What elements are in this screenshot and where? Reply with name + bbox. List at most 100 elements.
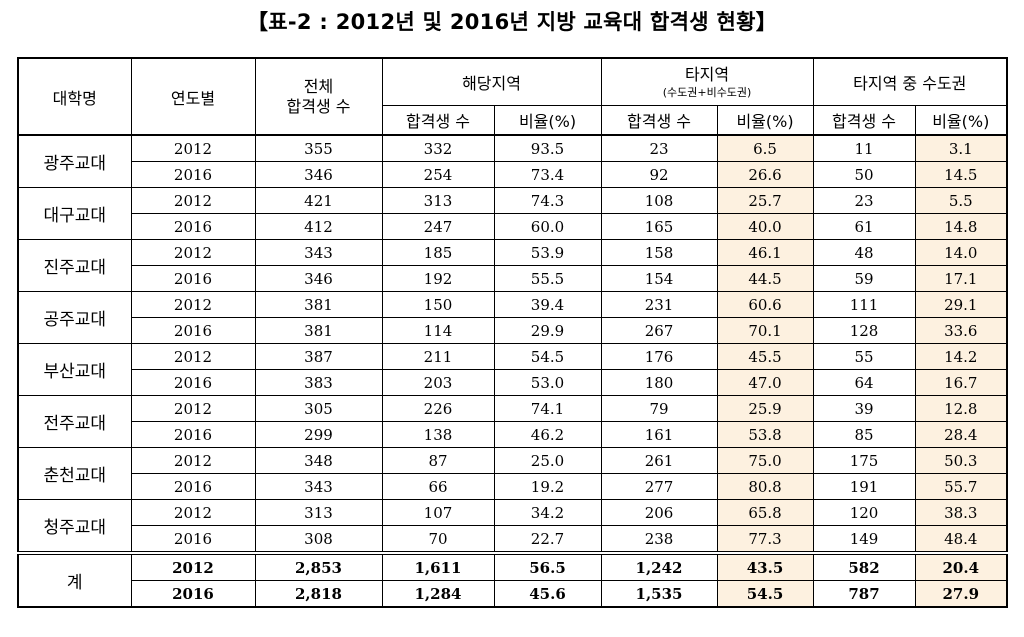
local-count-cell: 185 — [381, 239, 495, 266]
other-ratio-cell: 70.1 — [716, 317, 814, 344]
local-ratio-cell: 55.5 — [493, 265, 602, 292]
table-row: 대구교대 2012 421 313 74.3 108 25.7 23 5.5 — [17, 187, 1008, 240]
local-count-cell: 66 — [381, 473, 495, 500]
total-cell: 346 — [254, 265, 383, 292]
header-other-ratio: 비율(%) — [716, 105, 814, 136]
header-local-ratio: 비율(%) — [493, 105, 602, 136]
year-cell: 2012 — [130, 291, 256, 318]
capital-count-cell: 582 — [812, 551, 916, 581]
local-count-cell: 332 — [381, 134, 495, 162]
year-cell: 2012 — [130, 395, 256, 422]
year-cell: 2012 — [130, 239, 256, 266]
table-row: 2016 346 254 73.4 92 26.6 50 14.5 — [18, 161, 1008, 188]
year-cell: 2016 — [130, 317, 256, 344]
other-ratio-cell: 45.5 — [716, 343, 814, 370]
other-ratio-cell: 80.8 — [716, 473, 814, 500]
table-row: 2016 383 203 53.0 180 47.0 64 16.7 — [18, 369, 1008, 396]
other-count-cell: 231 — [600, 291, 718, 318]
local-ratio-cell: 74.1 — [493, 395, 602, 422]
capital-ratio-cell: 3.1 — [914, 134, 1008, 162]
header-local-count: 합격생 수 — [381, 105, 495, 136]
local-count-cell: 87 — [381, 447, 495, 474]
university-name: 전주교대 — [17, 395, 132, 448]
local-ratio-cell: 56.5 — [493, 551, 602, 581]
local-ratio-cell: 54.5 — [493, 343, 602, 370]
local-count-cell: 226 — [381, 395, 495, 422]
local-ratio-cell: 46.2 — [493, 421, 602, 448]
total-cell: 412 — [254, 213, 383, 240]
capital-count-cell: 50 — [812, 161, 916, 188]
table-row: 2016 381 114 29.9 267 70.1 128 33.6 — [18, 317, 1008, 344]
capital-ratio-cell: 14.8 — [914, 213, 1008, 240]
total-cell: 2,853 — [254, 551, 383, 581]
year-cell: 2012 — [130, 499, 256, 526]
capital-count-cell: 111 — [812, 291, 916, 318]
capital-count-cell: 120 — [812, 499, 916, 526]
local-ratio-cell: 60.0 — [493, 213, 602, 240]
other-count-cell: 1,535 — [600, 580, 718, 608]
other-ratio-cell: 75.0 — [716, 447, 814, 474]
other-count-cell: 238 — [600, 525, 718, 554]
table-row: 공주교대 2012 381 150 39.4 231 60.6 111 29.1 — [17, 291, 1008, 344]
local-ratio-cell: 25.0 — [493, 447, 602, 474]
local-ratio-cell: 39.4 — [493, 291, 602, 318]
total-cell: 348 — [254, 447, 383, 474]
header-other-sub: (수도권+비수도권) — [662, 86, 752, 99]
total-cell: 313 — [254, 499, 383, 526]
other-count-cell: 206 — [600, 499, 718, 526]
other-ratio-cell: 6.5 — [716, 134, 814, 162]
other-ratio-cell: 60.6 — [716, 291, 814, 318]
capital-ratio-cell: 14.2 — [914, 343, 1008, 370]
header-row-top: 대학명 연도별 전체 합격생 수 해당지역 타지역 (수도권+비수도권) 타지역… — [17, 57, 1008, 136]
other-count-cell: 161 — [600, 421, 718, 448]
local-count-cell: 192 — [381, 265, 495, 292]
other-ratio-cell: 43.5 — [716, 551, 814, 581]
other-ratio-cell: 25.9 — [716, 395, 814, 422]
table-row: 2016 343 66 19.2 277 80.8 191 55.7 — [18, 473, 1008, 500]
capital-ratio-cell: 14.0 — [914, 239, 1008, 266]
capital-ratio-cell: 20.4 — [914, 551, 1008, 581]
total-cell: 343 — [254, 473, 383, 500]
university-name: 부산교대 — [17, 343, 132, 396]
other-count-cell: 165 — [600, 213, 718, 240]
table-row: 2016 412 247 60.0 165 40.0 61 14.8 — [18, 213, 1008, 240]
other-count-cell: 267 — [600, 317, 718, 344]
year-cell: 2012 — [130, 343, 256, 370]
capital-count-cell: 59 — [812, 265, 916, 292]
year-cell: 2016 — [130, 525, 256, 554]
other-count-cell: 92 — [600, 161, 718, 188]
other-ratio-cell: 25.7 — [716, 187, 814, 214]
total-cell: 355 — [254, 134, 383, 162]
local-count-cell: 254 — [381, 161, 495, 188]
university-name: 청주교대 — [17, 499, 132, 554]
header-row-bottom: 합격생 수 비율(%) 합격생 수 비율(%) 합격생 수 비율(%) — [18, 105, 1008, 136]
year-cell: 2016 — [130, 265, 256, 292]
other-count-cell: 180 — [600, 369, 718, 396]
capital-count-cell: 64 — [812, 369, 916, 396]
capital-ratio-cell: 27.9 — [914, 580, 1008, 608]
header-other: 타지역 (수도권+비수도권) — [600, 57, 814, 106]
other-count-cell: 176 — [600, 343, 718, 370]
total-cell: 2,818 — [254, 580, 383, 608]
table-row: 2016 346 192 55.5 154 44.5 59 17.1 — [18, 265, 1008, 292]
university-name: 광주교대 — [17, 134, 132, 188]
local-ratio-cell: 53.0 — [493, 369, 602, 396]
capital-ratio-cell: 33.6 — [914, 317, 1008, 344]
table-row: 2016 308 70 22.7 238 77.3 149 48.4 — [18, 525, 1008, 554]
table-row: 전주교대 2012 305 226 74.1 79 25.9 39 12.8 — [17, 395, 1008, 448]
other-count-cell: 108 — [600, 187, 718, 214]
total-cell: 381 — [254, 317, 383, 344]
other-count-cell: 154 — [600, 265, 718, 292]
other-ratio-cell: 47.0 — [716, 369, 814, 396]
table-row: 광주교대 2012 355 332 93.5 23 6.5 11 3.1 — [17, 134, 1008, 188]
total-label: 계 — [17, 551, 132, 608]
local-ratio-cell: 29.9 — [493, 317, 602, 344]
capital-count-cell: 39 — [812, 395, 916, 422]
year-cell: 2012 — [130, 447, 256, 474]
other-ratio-cell: 44.5 — [716, 265, 814, 292]
header-total-line2: 합격생 수 — [286, 96, 351, 116]
header-total-line1: 전체 — [303, 76, 334, 96]
local-count-cell: 211 — [381, 343, 495, 370]
capital-ratio-cell: 12.8 — [914, 395, 1008, 422]
header-capital: 타지역 중 수도권 — [812, 57, 1008, 106]
